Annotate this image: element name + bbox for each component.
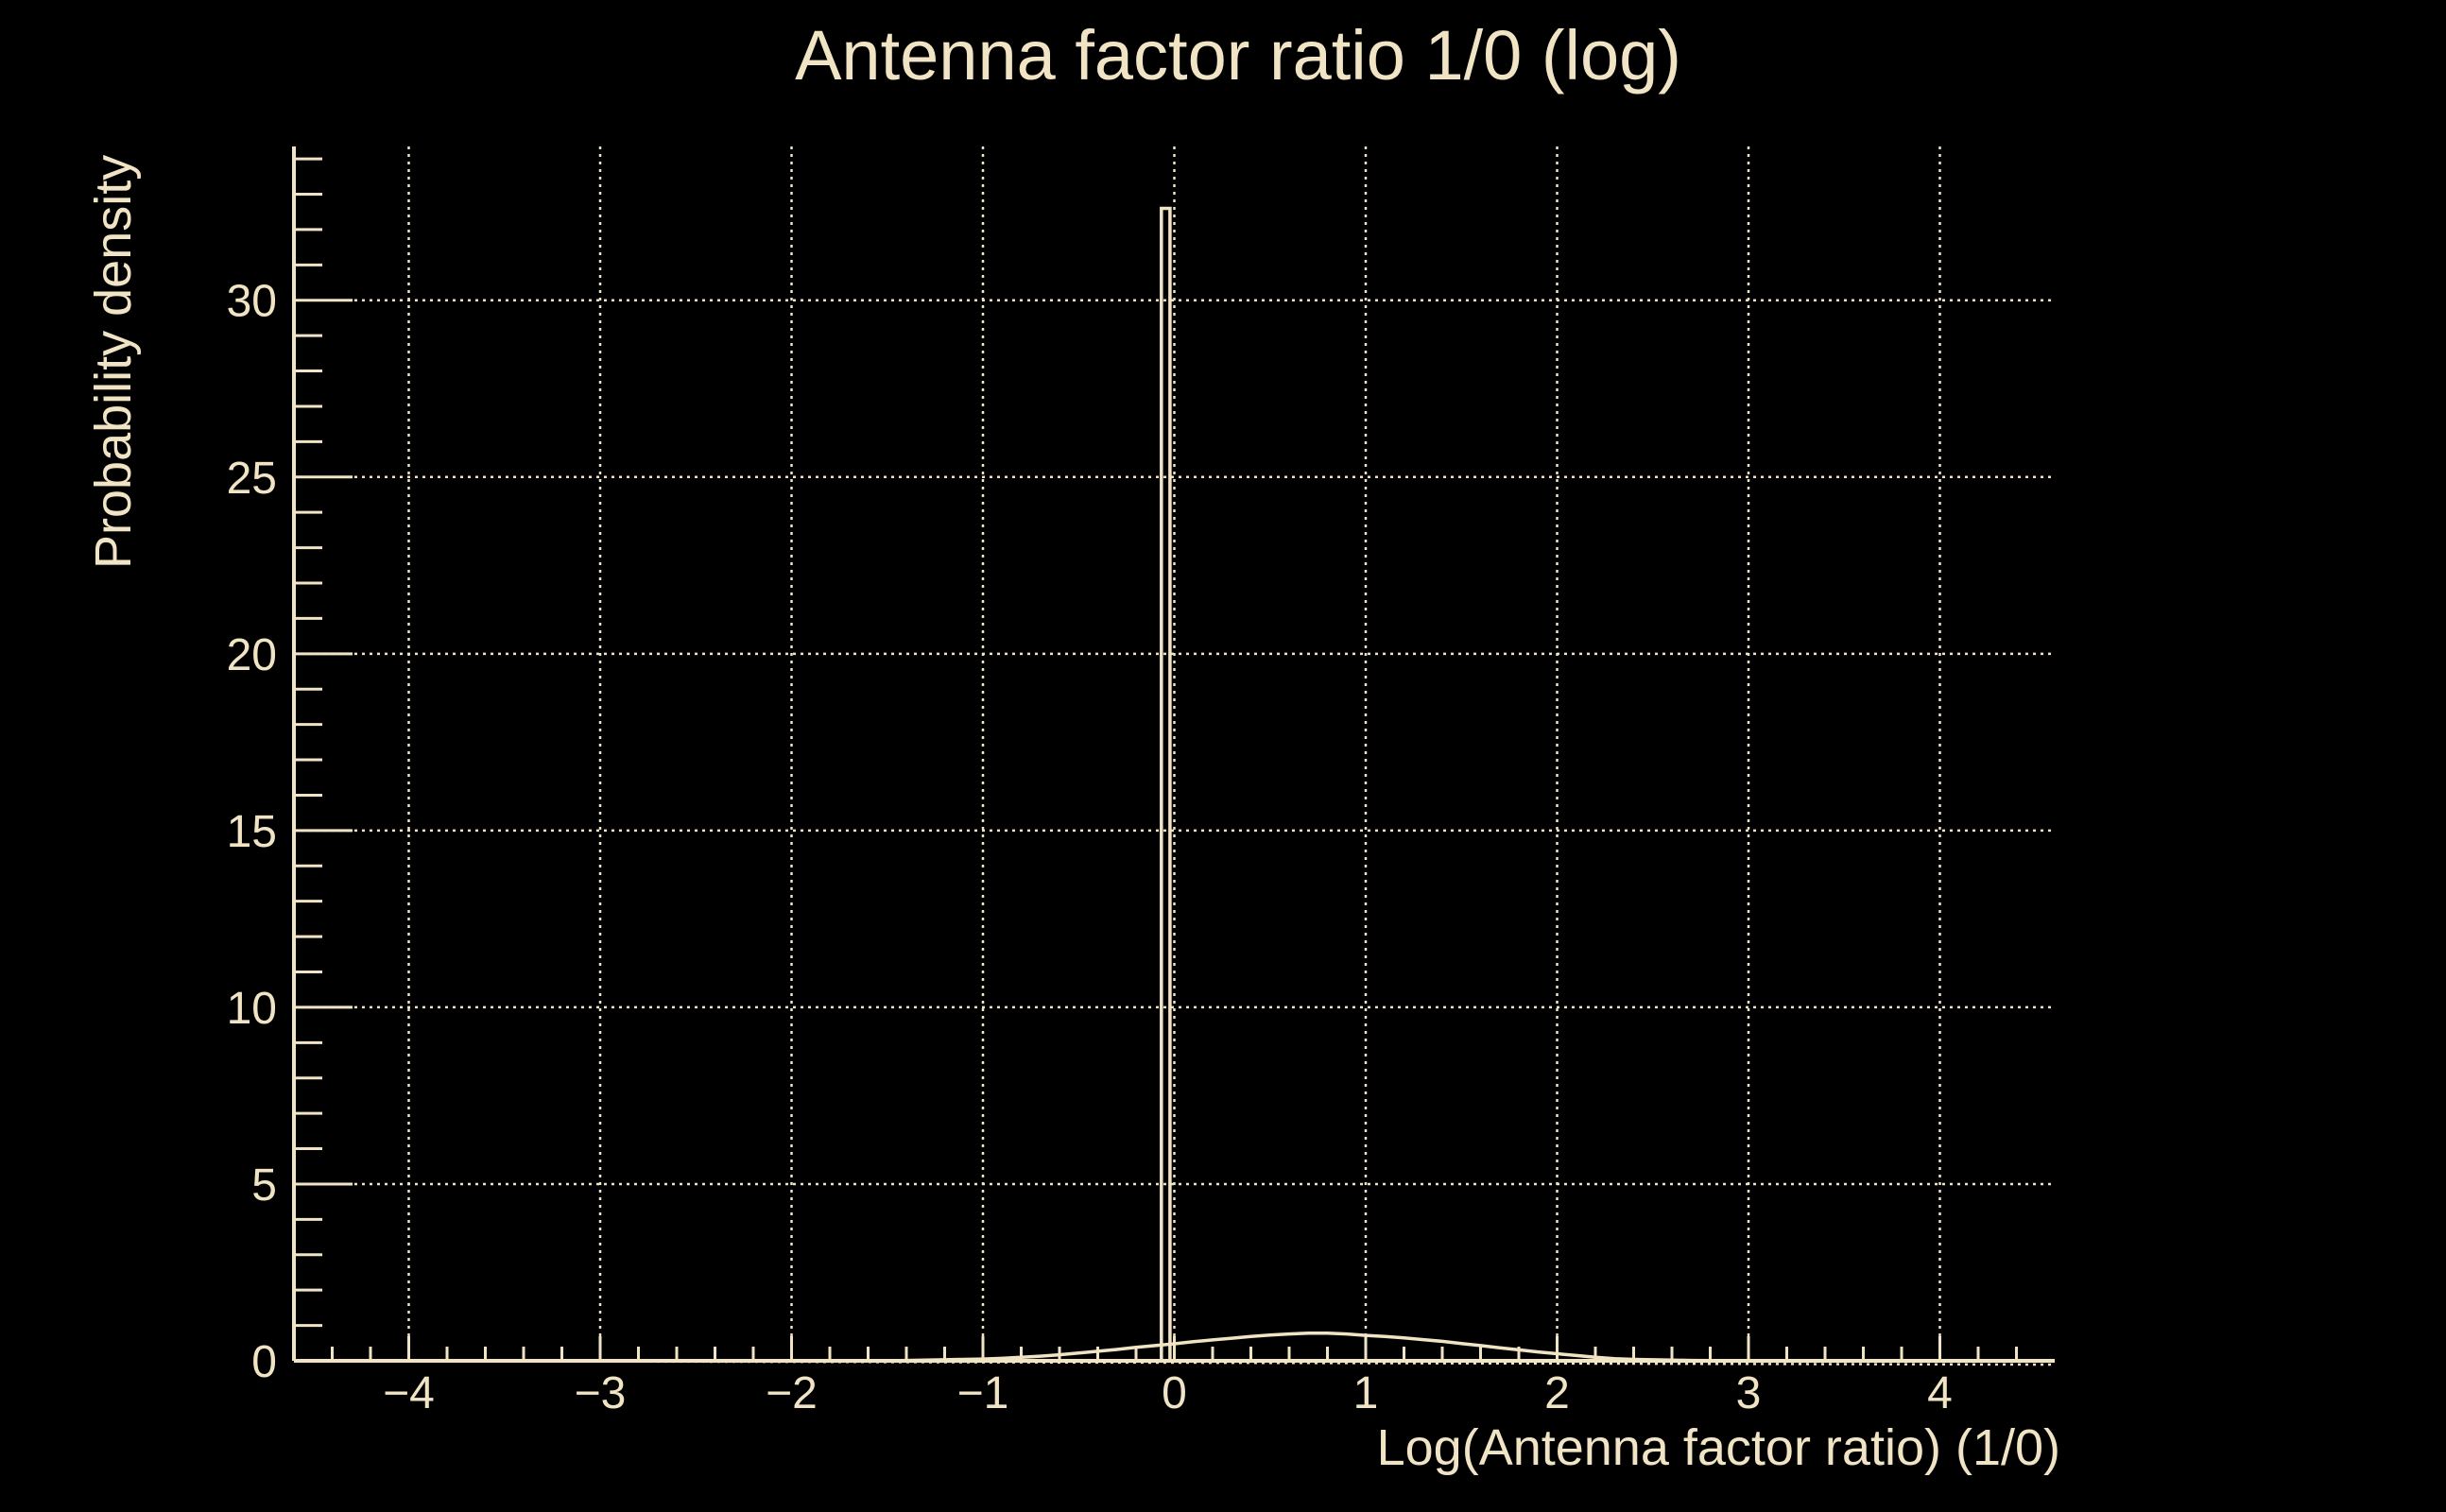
histogram-curve: [294, 1332, 2055, 1363]
x-axis-title: Log(Antenna factor ratio) (1/0): [1377, 1419, 2060, 1476]
x-tick-label: −3: [575, 1368, 627, 1418]
horizontal-gridline: [293, 1359, 2056, 1366]
x-tick-label: 3: [1736, 1368, 1762, 1418]
tick-label-layer: −4 −3 −2 −1 0 1 2 3 4 0 5 10 15 20 25 30: [227, 277, 1953, 1418]
y-tick-label: 20: [227, 630, 277, 680]
y-tick-label: 25: [227, 454, 277, 504]
y-axis-title: Probability density: [85, 155, 142, 569]
y-tick-label: 10: [227, 984, 277, 1034]
x-tick-label: 1: [1353, 1368, 1379, 1418]
y-tick-label: 30: [227, 277, 277, 327]
x-tick-label: 4: [1927, 1368, 1953, 1418]
x-tick-label: −2: [766, 1368, 818, 1418]
x-tick-label: 0: [1162, 1368, 1187, 1418]
y-tick-label: 0: [251, 1337, 277, 1387]
x-tick-label: 2: [1544, 1368, 1570, 1418]
grid-layer: [293, 146, 2056, 1366]
y-tick-label: 15: [227, 807, 277, 857]
chart-title: Antenna factor ratio 1/0 (log): [795, 16, 1681, 94]
x-tick-label: −1: [957, 1368, 1009, 1418]
series-layer: [294, 206, 2055, 1363]
x-tick-label: −4: [383, 1368, 435, 1418]
y-tick-label: 5: [251, 1160, 277, 1211]
histogram-spike: [1160, 206, 1172, 1361]
